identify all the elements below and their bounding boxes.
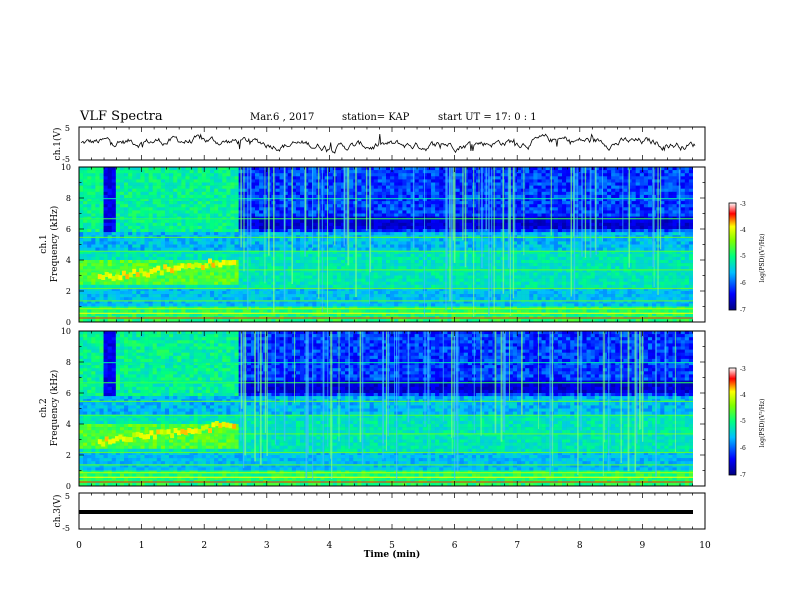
cb2-tick-m3: -3 bbox=[740, 366, 746, 373]
cb2-tick-m5: -5 bbox=[740, 418, 746, 425]
ch1-ytick-top: 5 bbox=[65, 124, 70, 133]
ch2-ftick-4: 4 bbox=[66, 420, 71, 429]
xtick-1: 1 bbox=[139, 541, 145, 551]
cb2-tick-m7: -7 bbox=[740, 472, 746, 479]
cb2-label: log(PSD)(V²/Hz) bbox=[759, 399, 766, 448]
ch1-ftick-0: 0 bbox=[66, 318, 71, 327]
ch2-freq-tick-labels: 0 2 4 6 8 10 bbox=[61, 327, 71, 491]
station-label: station= KAP bbox=[342, 112, 410, 123]
waveform-ch3-panel: ch.3(V) 5 -5 0 1 2 3 4 5 6 7 8 9 10 Time… bbox=[52, 492, 711, 560]
cb1-tick-m5: -5 bbox=[740, 253, 746, 260]
ch2-ftick-6: 6 bbox=[66, 389, 71, 398]
cb1-tick-m6: -6 bbox=[740, 280, 746, 287]
ch2-spec-ylabel-2: Frequency (kHz) bbox=[49, 370, 60, 447]
ch2-ftick-8: 8 bbox=[66, 358, 71, 367]
ch1-freq-tick-labels: 0 2 4 6 8 10 bbox=[61, 163, 71, 327]
ch1-ftick-4: 4 bbox=[66, 256, 71, 265]
cb1-tick-m7: -7 bbox=[740, 307, 746, 314]
xtick-4: 4 bbox=[327, 541, 333, 551]
xtick-7: 7 bbox=[514, 541, 520, 551]
ch1-spec-ylabel-2: Frequency (kHz) bbox=[49, 206, 60, 283]
time-tick-labels: 0 1 2 3 4 5 6 7 8 9 10 bbox=[76, 541, 711, 551]
cb2-tick-m4: -4 bbox=[740, 392, 746, 399]
xtick-8: 8 bbox=[577, 541, 583, 551]
ch2-ftick-0: 0 bbox=[66, 482, 71, 491]
xtick-2: 2 bbox=[201, 541, 207, 551]
spectrogram-ch2-panel: ch.2 Frequency (kHz) 0 2 4 6 8 10 -3 -4 … bbox=[39, 327, 766, 491]
cb1-tick-m4: -4 bbox=[740, 227, 746, 234]
cb1-label: log(PSD)(V²/Hz) bbox=[759, 234, 766, 283]
xtick-6: 6 bbox=[452, 541, 458, 551]
waveform-ch1-panel: ch.1(V) 5 -5 bbox=[52, 124, 706, 164]
xtick-0: 0 bbox=[76, 541, 82, 551]
ch1-ftick-8: 8 bbox=[66, 194, 71, 203]
ch1-ytick-bottom: -5 bbox=[62, 155, 70, 164]
start-time-label: start UT = 17: 0 : 1 bbox=[438, 112, 537, 123]
ch2-ftick-2: 2 bbox=[66, 451, 71, 460]
xtick-9: 9 bbox=[640, 541, 646, 551]
ch1-spec-ylabel-1: ch.1 bbox=[39, 234, 49, 253]
date-label: Mar.6 , 2017 bbox=[250, 112, 315, 123]
cb2-tick-m6: -6 bbox=[740, 445, 746, 452]
ch3-ytick-bottom: -5 bbox=[62, 524, 70, 533]
xtick-10: 10 bbox=[699, 541, 711, 551]
ch1-ftick-2: 2 bbox=[66, 287, 71, 296]
ch1-ylabel: ch.1(V) bbox=[52, 128, 63, 161]
colorbar-ch2: -3 -4 -5 -6 -7 log(PSD)(V²/Hz) bbox=[728, 366, 766, 479]
ch2-spec-ylabel-1: ch.2 bbox=[39, 398, 49, 417]
waveform-ch1-line bbox=[80, 133, 696, 154]
ch3-ylabel: ch.3(V) bbox=[52, 495, 63, 528]
xtick-5: 5 bbox=[389, 541, 395, 551]
ch1-ftick-10: 10 bbox=[61, 163, 71, 172]
spectrogram-ch1-panel: ch.1 Frequency (kHz) 0 2 4 6 8 10 -3 -4 … bbox=[39, 163, 766, 327]
ch2-ftick-10: 10 bbox=[61, 327, 71, 336]
ch3-ytick-top: 5 bbox=[65, 492, 70, 501]
figure-title: VLF Spectra bbox=[80, 109, 163, 124]
cb1-tick-m3: -3 bbox=[740, 201, 746, 208]
spectrogram-ch1-image bbox=[79, 167, 705, 323]
colorbar-ch1: -3 -4 -5 -6 -7 log(PSD)(V²/Hz) bbox=[728, 201, 766, 314]
xtick-3: 3 bbox=[264, 541, 270, 551]
ch1-ftick-6: 6 bbox=[66, 225, 71, 234]
spectrogram-ch2-image bbox=[79, 331, 705, 487]
xlabel: Time (min) bbox=[364, 549, 421, 560]
